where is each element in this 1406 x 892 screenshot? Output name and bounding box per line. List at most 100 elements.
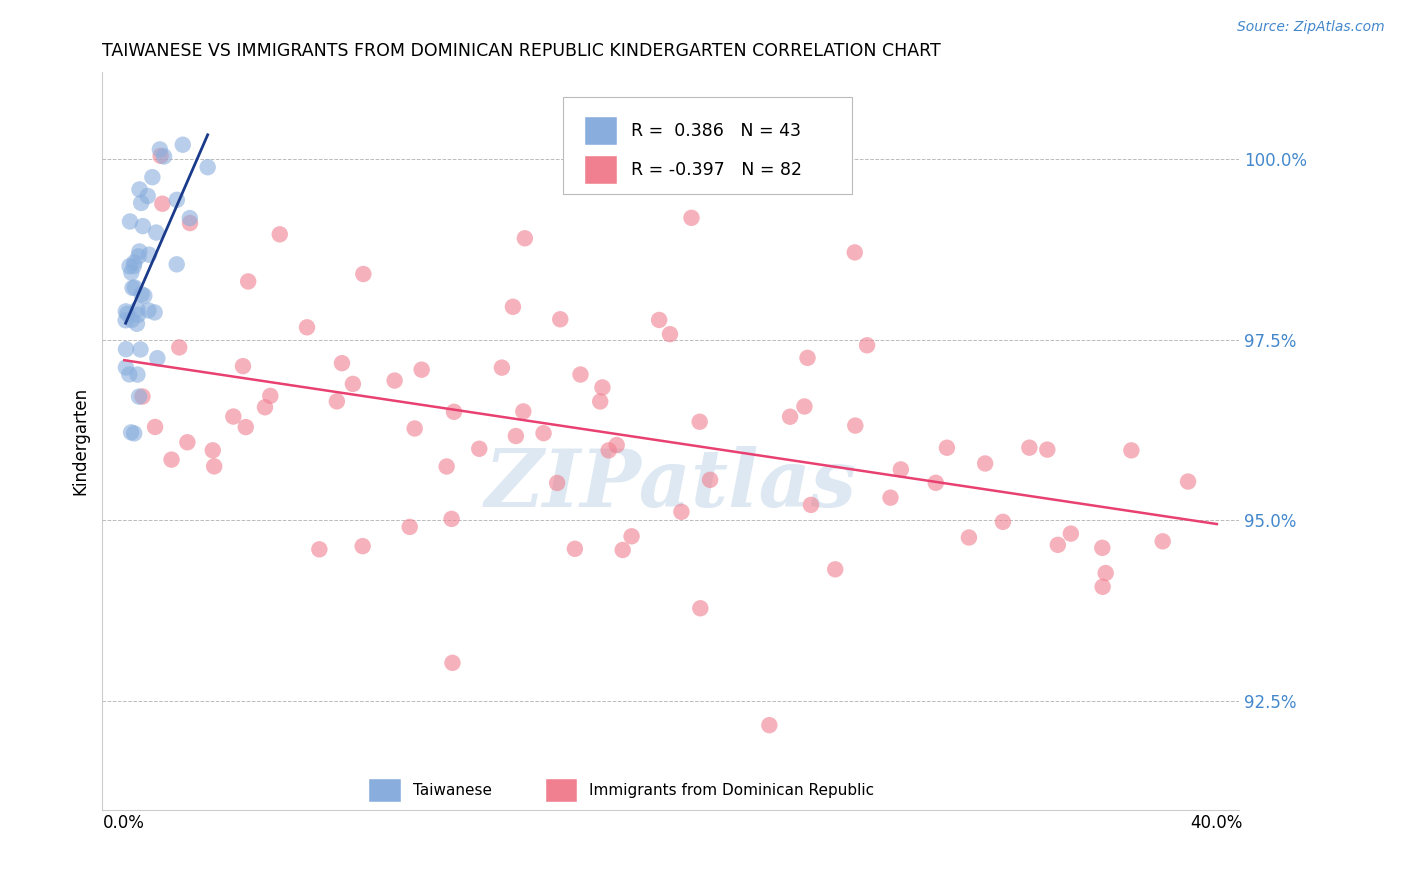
Point [167, 340, 190, 354]
Point [443, 405, 465, 419]
Point [122, 259, 145, 273]
Point [269, 227, 291, 242]
Point [124, 280, 146, 294]
Point [153, 149, 176, 163]
Y-axis label: Kindergarten: Kindergarten [72, 387, 89, 495]
Point [121, 281, 143, 295]
Point [957, 531, 980, 545]
Point [591, 380, 613, 394]
Point [513, 231, 536, 245]
Point [179, 211, 201, 226]
FancyBboxPatch shape [585, 117, 617, 145]
Text: TAIWANESE VS IMMIGRANTS FROM DOMINICAN REPUBLIC KINDERGARTEN CORRELATION CHART: TAIWANESE VS IMMIGRANTS FROM DOMINICAN R… [103, 42, 941, 60]
Point [404, 421, 426, 435]
Point [689, 415, 711, 429]
Point [118, 214, 141, 228]
FancyBboxPatch shape [546, 779, 578, 802]
Point [659, 327, 682, 342]
Point [141, 170, 163, 185]
Point [143, 420, 166, 434]
Point [308, 542, 330, 557]
Point [890, 462, 912, 476]
Point [238, 275, 260, 289]
Point [974, 457, 997, 471]
Point [606, 438, 628, 452]
Point [844, 418, 866, 433]
Point [589, 394, 612, 409]
Point [232, 359, 254, 373]
Point [342, 376, 364, 391]
Point [546, 475, 568, 490]
Point [176, 435, 198, 450]
Point [1018, 441, 1040, 455]
Point [127, 368, 149, 382]
Point [125, 317, 148, 331]
Point [202, 459, 225, 474]
Point [612, 543, 634, 558]
Point [1036, 442, 1059, 457]
Point [197, 160, 219, 174]
Point [1094, 566, 1116, 580]
Point [440, 512, 463, 526]
Point [118, 368, 141, 382]
Point [1121, 443, 1143, 458]
Point [925, 475, 948, 490]
Text: R =  0.386   N = 43: R = 0.386 N = 43 [631, 121, 801, 139]
Point [149, 143, 172, 157]
Text: Taiwanese: Taiwanese [412, 783, 492, 797]
Point [352, 539, 374, 553]
Point [128, 390, 150, 404]
Point [143, 305, 166, 319]
Point [398, 520, 420, 534]
Point [681, 211, 703, 225]
Point [115, 342, 138, 356]
FancyBboxPatch shape [370, 779, 401, 802]
Point [149, 149, 172, 163]
Point [131, 390, 153, 404]
Point [436, 459, 458, 474]
Point [689, 601, 711, 615]
Point [145, 226, 167, 240]
Point [120, 425, 142, 440]
Point [114, 313, 136, 327]
Point [179, 216, 201, 230]
Point [114, 304, 136, 318]
Point [502, 300, 524, 314]
Point [800, 498, 823, 512]
Point [118, 259, 141, 273]
Point [491, 360, 513, 375]
Point [793, 400, 815, 414]
Point [824, 562, 846, 576]
Point [201, 443, 224, 458]
Point [330, 356, 353, 370]
Text: Immigrants from Dominican Republic: Immigrants from Dominican Republic [589, 783, 875, 797]
FancyBboxPatch shape [585, 156, 617, 184]
Point [1152, 534, 1174, 549]
Point [222, 409, 245, 424]
Point [352, 267, 374, 281]
Point [128, 182, 150, 196]
Point [505, 429, 527, 443]
Point [548, 312, 571, 326]
Point [235, 420, 257, 434]
Point [1177, 475, 1199, 489]
FancyBboxPatch shape [562, 96, 852, 194]
Point [441, 656, 464, 670]
Point [172, 137, 194, 152]
Point [134, 289, 156, 303]
Point [160, 452, 183, 467]
Point [598, 443, 620, 458]
Point [129, 343, 152, 357]
Point [569, 368, 592, 382]
Point [138, 248, 160, 262]
Point [138, 303, 160, 318]
Point [129, 196, 152, 211]
Point [253, 401, 276, 415]
Point [411, 362, 433, 376]
Point [533, 426, 555, 441]
Point [856, 338, 879, 352]
Point [879, 491, 901, 505]
Point [1091, 541, 1114, 555]
Point [844, 245, 866, 260]
Point [1060, 526, 1083, 541]
